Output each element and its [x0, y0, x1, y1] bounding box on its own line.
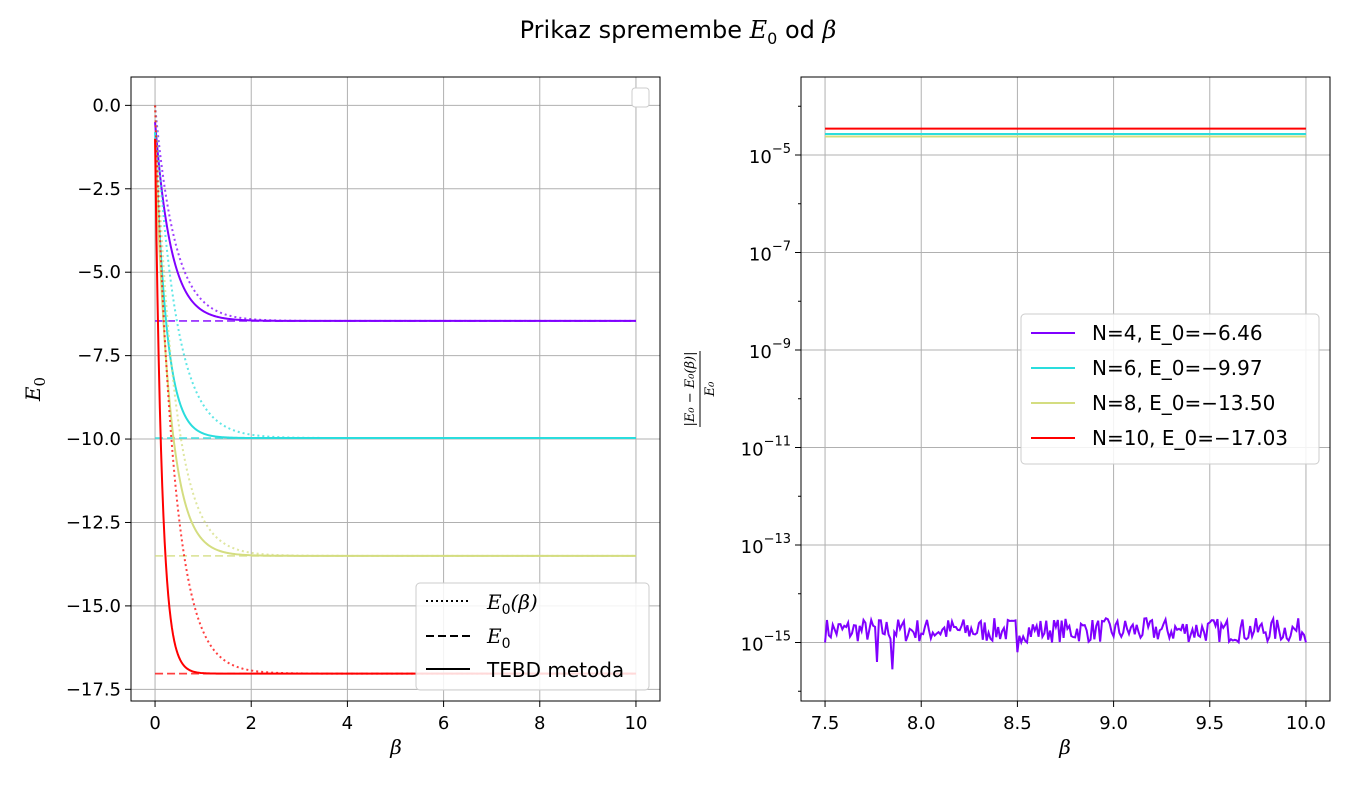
figure-title-symbol: E	[749, 16, 768, 44]
right-ylabel-denominator: E₀	[703, 381, 718, 397]
right-xtick-label: 8.5	[1003, 713, 1032, 734]
right-ytick-label: 10−9	[749, 337, 791, 363]
figure-title-mid: od	[777, 16, 822, 44]
legend-label-exact-sub: 0	[502, 602, 511, 618]
left-chart: 0 2 4 6 8 10 0.0 −2.5 −5.0 −7.5 −10.0 −12.5 −15.0 −17…	[21, 76, 661, 759]
left-xtick-label: 2	[246, 713, 257, 734]
tebd-solid-curve	[154, 138, 636, 557]
right-ytick-label: 10−11	[741, 435, 791, 461]
left-tick-labels: 0 2 4 6 8 10 0.0 −2.5 −5.0 −7.5 −10.0 −12.5 −15.0 −17…	[66, 95, 648, 734]
exact-dotted-curve	[154, 105, 636, 557]
left-ytick-label: −5.0	[77, 262, 121, 283]
right-ytick-label: 10−7	[749, 240, 791, 266]
right-ytick-label: 10−15	[741, 630, 791, 656]
exact-dotted-curve	[154, 105, 636, 440]
left-ytick-label: −10.0	[66, 429, 121, 450]
left-ytick-label: −17.5	[66, 679, 121, 700]
right-legend: N=4, E_0=−6.46 N=6, E_0=−9.97 N=8, E_0=−13…	[1020, 313, 1320, 465]
left-ytick-label: −15.0	[66, 596, 121, 617]
left-empty-legend	[631, 87, 650, 108]
right-xtick-label: 7.5	[811, 713, 840, 734]
legend-label-exact-main: E	[486, 590, 502, 614]
right-xtick-label: 10.0	[1286, 713, 1326, 734]
right-legend-label: N=10, E_0=−17.03	[1092, 426, 1288, 450]
right-grid	[801, 77, 1330, 701]
left-legend-box	[415, 582, 650, 691]
tebd-solid-curve	[154, 121, 636, 322]
right-ylabel-numerator: |E₀ − E₀(β)|	[683, 352, 698, 427]
left-xtick-label: 8	[534, 713, 545, 734]
left-xtick-label: 6	[438, 713, 449, 734]
left-ylabel: E0	[21, 377, 49, 402]
legend-label-e0-main: E	[486, 624, 502, 648]
left-ylabel-main: E	[21, 386, 45, 402]
legend-label-tebd: TEBD metoda	[486, 658, 624, 682]
right-xlabel: β	[1058, 735, 1071, 759]
right-xtick-label: 9.0	[1099, 713, 1128, 734]
left-axes-frame	[130, 76, 661, 702]
right-xtick-label: 9.5	[1195, 713, 1224, 734]
right-plot-area	[824, 127, 1307, 670]
left-ylabel-sub: 0	[31, 377, 49, 387]
right-xtick-label: 8.0	[907, 713, 936, 734]
left-ytick-label: 0.0	[92, 95, 121, 116]
legend-label-exact: E0(β)	[486, 590, 538, 618]
error-line-N4	[824, 615, 1307, 670]
left-legend: E0(β) E0 TEBD metoda	[415, 582, 650, 691]
left-ytick-label: −12.5	[66, 512, 121, 533]
left-ytick-label: −2.5	[77, 179, 121, 200]
left-ytick-label: −7.5	[77, 346, 121, 367]
right-chart: 7.5 8.0 8.5 9.0 9.5 10.0 10−5 10−7 10−9 10−11 10−1…	[683, 76, 1331, 759]
figure-title-subscript: 0	[767, 29, 777, 48]
right-legend-label: N=8, E_0=−13.50	[1092, 391, 1275, 415]
exact-dotted-curve	[154, 105, 636, 322]
legend-label-exact-rest: (β)	[511, 590, 538, 614]
right-legend-label: N=4, E_0=−6.46	[1092, 321, 1263, 345]
figure-title-prefix: Prikaz spremembe	[520, 16, 750, 44]
right-axes-frame	[800, 76, 1331, 702]
legend-label-e0-sub: 0	[502, 636, 511, 652]
right-ylabel: |E₀ − E₀(β)| E₀	[683, 351, 718, 427]
legend-label-e0: E0	[486, 624, 511, 652]
right-legend-label: N=6, E_0=−9.97	[1092, 356, 1263, 380]
left-xtick-label: 10	[625, 713, 648, 734]
figure-title: Prikaz spremembe E0 od β	[520, 16, 837, 48]
figure-title-beta: β	[822, 16, 837, 44]
left-xtick-label: 0	[149, 713, 160, 734]
left-xlabel: β	[389, 735, 402, 759]
right-ytick-label: 10−13	[741, 532, 791, 558]
right-tick-labels: 7.5 8.0 8.5 9.0 9.5 10.0 10−5 10−7 10−9 10−11 10−1…	[741, 105, 1326, 734]
tebd-solid-curve	[154, 132, 636, 440]
right-legend-box	[1020, 313, 1320, 465]
left-xtick-label: 4	[342, 713, 353, 734]
right-ytick-label: 10−5	[749, 142, 791, 168]
